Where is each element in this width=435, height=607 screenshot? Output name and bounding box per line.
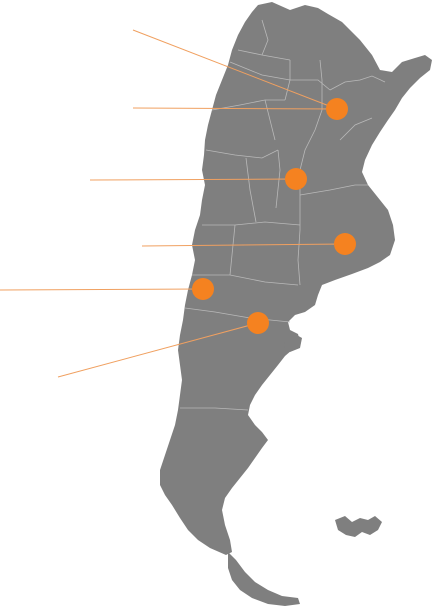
leader-line [0,288,204,291]
leader-line [141,243,346,247]
location-markers [192,98,356,334]
leader-line [132,29,338,110]
location-marker[interactable] [326,98,348,120]
leader-line [89,178,297,181]
argentina-mainland [160,2,432,555]
location-marker[interactable] [247,312,269,334]
leader-line [132,107,338,110]
falkland-islands [335,516,382,537]
peninsula-valdes [284,334,302,352]
tierra-del-fuego [228,552,300,606]
leader-lines [0,29,346,378]
location-marker[interactable] [192,278,214,300]
location-marker[interactable] [334,233,356,255]
province-borders [180,19,386,411]
leader-line [57,322,259,378]
location-marker[interactable] [285,168,307,190]
